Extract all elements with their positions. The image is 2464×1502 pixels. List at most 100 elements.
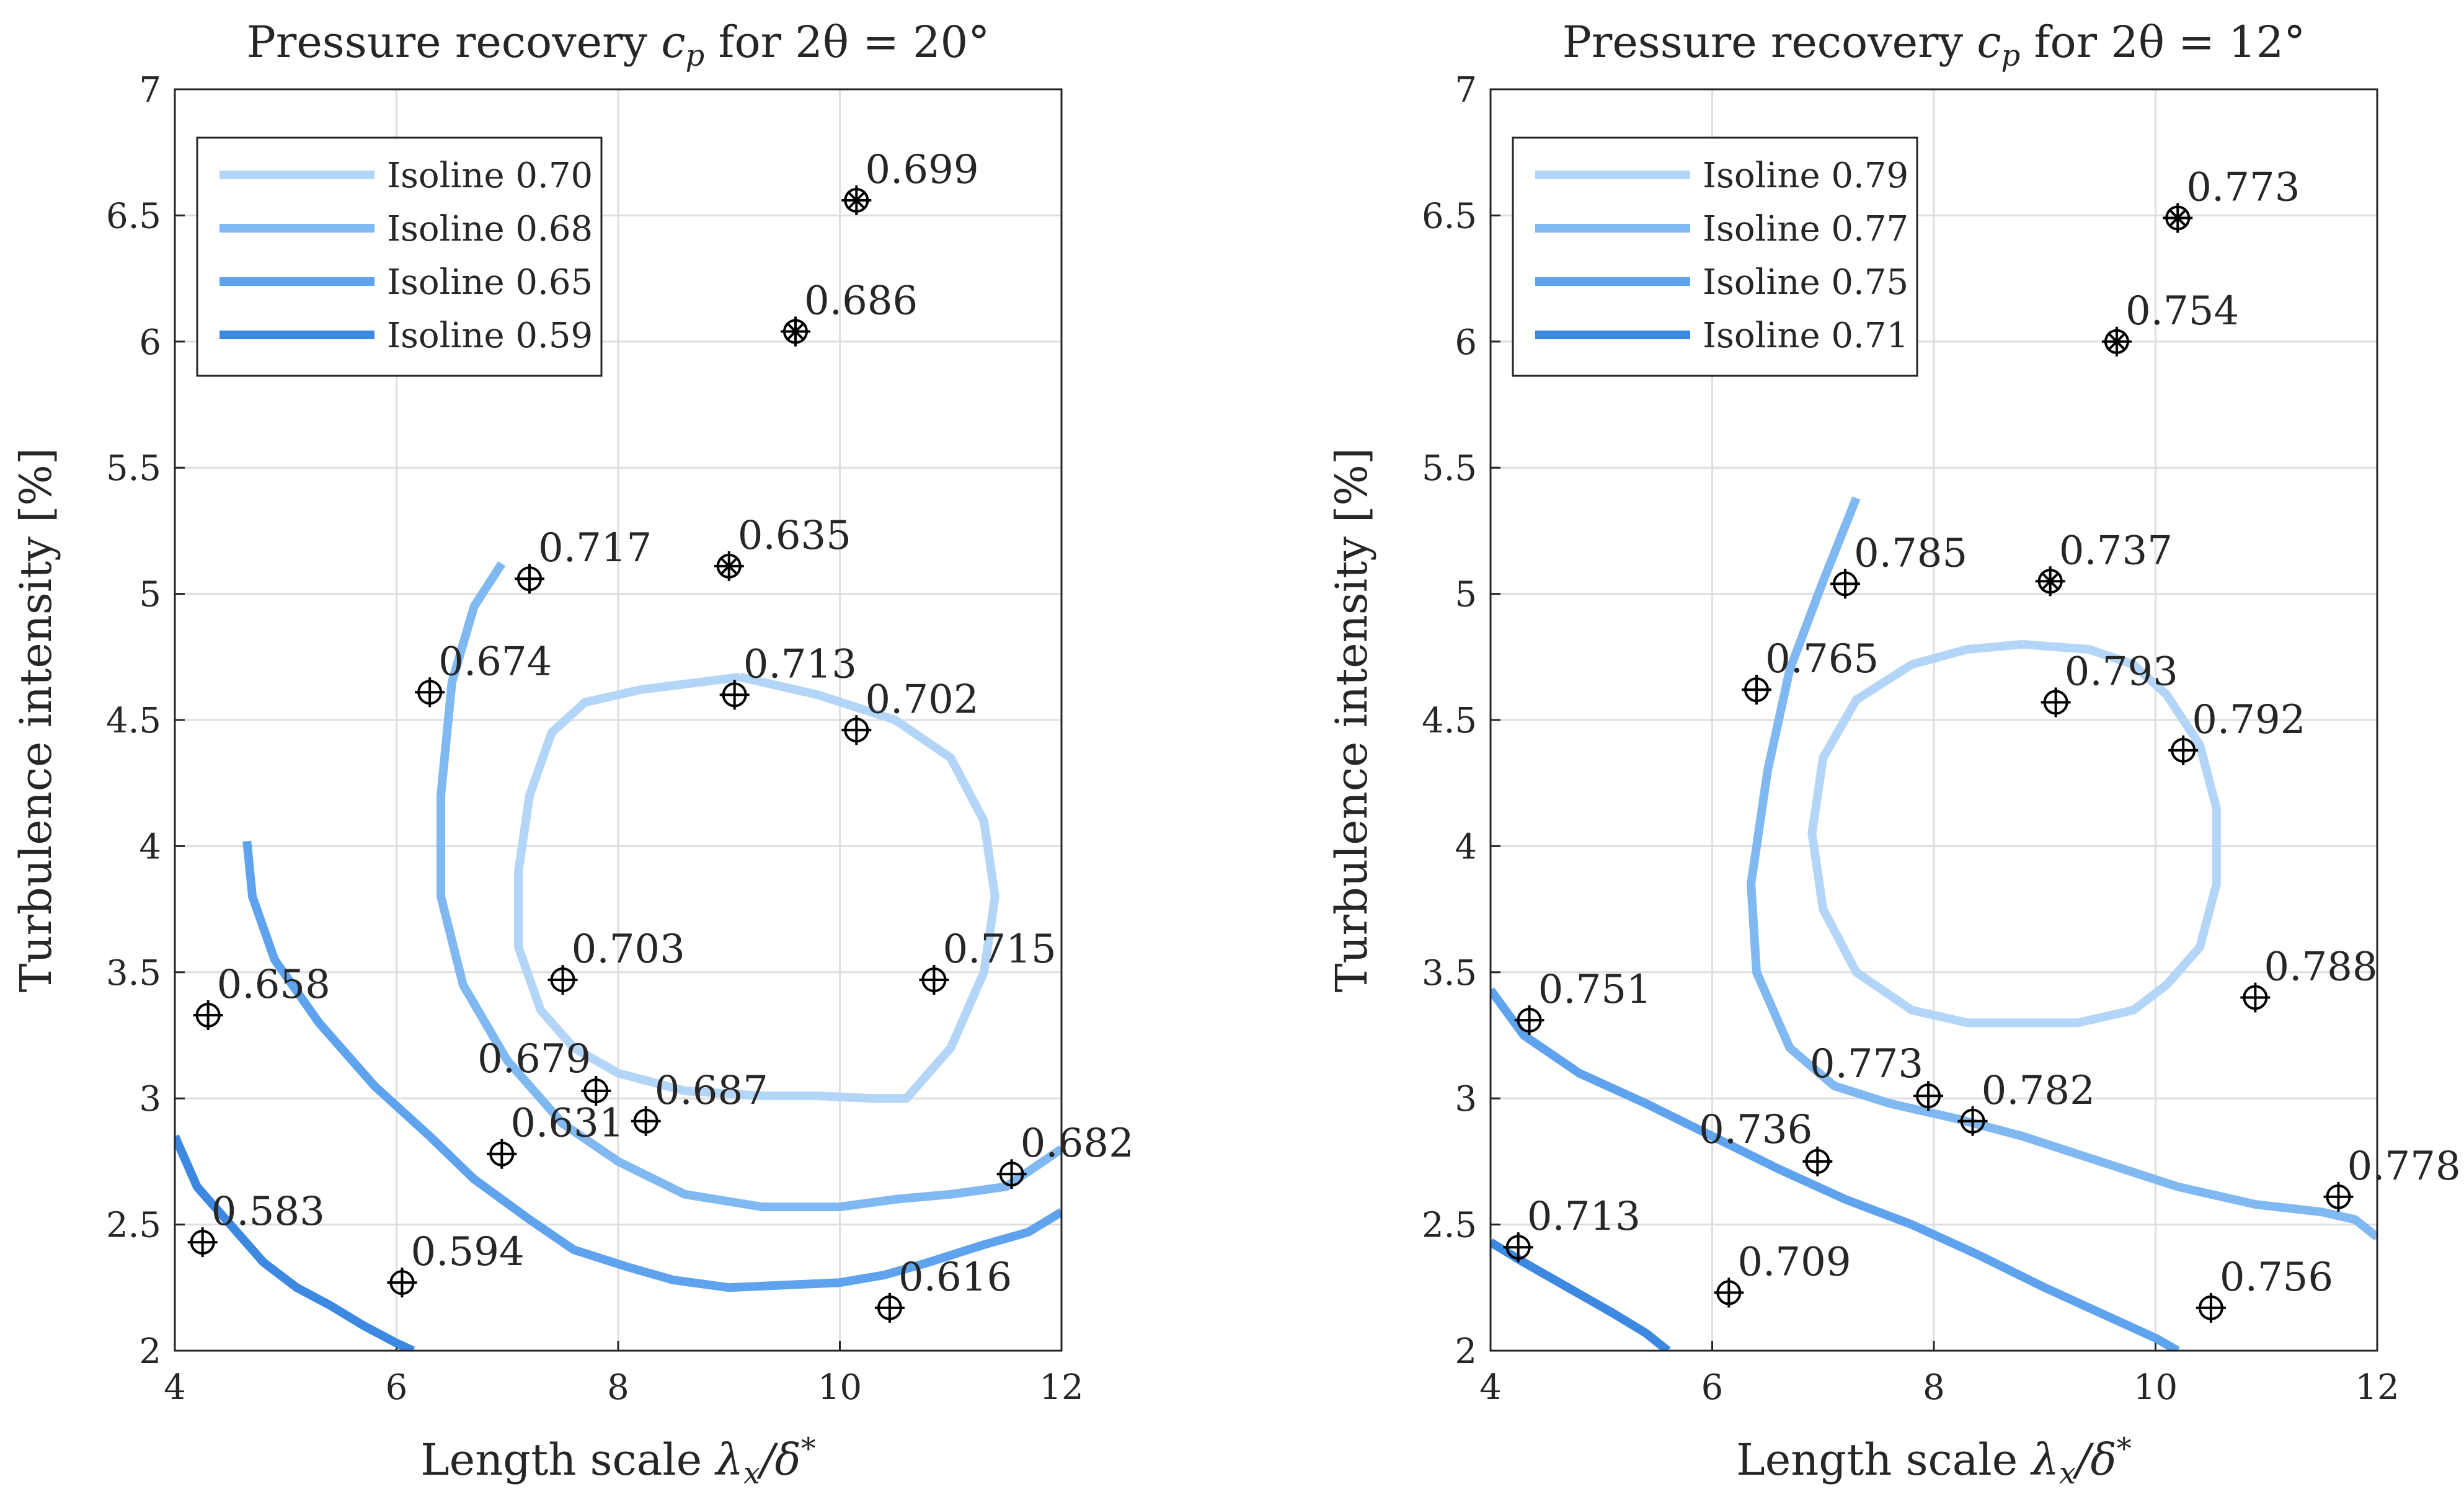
point-value-label: 0.686 xyxy=(804,278,918,324)
y-tick-label: 4.5 xyxy=(1422,701,1477,741)
y-tick-label: 3 xyxy=(139,1079,161,1119)
data-point: 0.717 xyxy=(515,525,652,594)
x-tick-label: 6 xyxy=(386,1367,408,1408)
x-axis-label: Length scale λx/δ* xyxy=(1736,1431,2131,1491)
point-marker-diag2 xyxy=(719,556,739,576)
point-value-label: 0.682 xyxy=(1021,1121,1134,1166)
data-point: 0.679 xyxy=(477,1036,611,1106)
y-tick-label: 4 xyxy=(139,827,161,867)
y-tick-label: 4.5 xyxy=(106,701,161,741)
chart-panel-1: 4 6 8 10 12 2 2.5 3 3.5 4 4.5 5 5.5 6 6.5 7 0.658 0.583 0.… xyxy=(11,17,1134,1491)
y-tick-label: 5 xyxy=(139,575,161,615)
y-tick-label: 5 xyxy=(1455,575,1477,615)
y-axis-label: Turbulence intensity [%] xyxy=(1326,448,1377,992)
point-value-label: 0.687 xyxy=(655,1068,768,1114)
point-value-label: 0.709 xyxy=(1737,1239,1851,1285)
chart-panel-2: 4 6 8 10 12 2 2.5 3 3.5 4 4.5 5 5.5 6 6.5 7 0.751 0.713 0.… xyxy=(1326,17,2461,1491)
point-value-label: 0.737 xyxy=(2059,528,2173,574)
data-point: 0.713 xyxy=(1503,1194,1641,1263)
data-point: 0.674 xyxy=(415,639,552,708)
x-tick-label: 10 xyxy=(818,1367,862,1408)
y-tick-label: 3.5 xyxy=(1422,953,1477,993)
data-point: 0.583 xyxy=(187,1189,325,1258)
point-value-label: 0.751 xyxy=(1538,967,1652,1013)
legend-label-4: Isoline 0.71 xyxy=(1703,316,1908,356)
legend-label-2: Isoline 0.68 xyxy=(387,209,593,249)
y-tick-label: 7 xyxy=(139,70,161,110)
data-point: 0.736 xyxy=(1699,1107,1833,1176)
data-point: 0.658 xyxy=(193,962,330,1030)
legend-label-1: Isoline 0.70 xyxy=(387,156,593,196)
x-tick-label: 8 xyxy=(1923,1367,1945,1408)
x-tick-label: 6 xyxy=(1701,1367,1724,1408)
y-tick-label: 6.5 xyxy=(1422,196,1477,236)
x-tick-label: 12 xyxy=(2355,1367,2399,1408)
point-value-label: 0.736 xyxy=(1699,1107,1812,1153)
point-value-label: 0.793 xyxy=(2065,649,2178,695)
data-point: 0.616 xyxy=(874,1255,1012,1323)
y-tick-label: 2 xyxy=(1455,1331,1477,1372)
x-axis-label: Length scale λx/δ* xyxy=(420,1431,815,1491)
point-marker-diag2 xyxy=(2107,332,2127,352)
point-value-label: 0.785 xyxy=(1854,530,1967,576)
data-point: 0.682 xyxy=(996,1121,1134,1189)
data-point: 0.793 xyxy=(2041,649,2178,718)
data-point: 0.715 xyxy=(919,927,1057,995)
point-marker-diag2 xyxy=(2168,208,2187,228)
point-value-label: 0.717 xyxy=(538,525,652,571)
data-point: 0.754 xyxy=(2101,288,2239,357)
data-point: 0.785 xyxy=(1830,530,1967,599)
point-value-label: 0.788 xyxy=(2264,944,2377,990)
isoline-3 xyxy=(242,840,1061,1292)
data-point: 0.713 xyxy=(719,641,857,710)
point-value-label: 0.713 xyxy=(1527,1194,1641,1240)
chart-title: Pressure recovery cp for 2θ = 12° xyxy=(1562,17,2305,73)
legend: Isoline 0.79 Isoline 0.77 Isoline 0.75 Isol… xyxy=(1512,136,1918,377)
data-point: 0.778 xyxy=(2323,1144,2461,1212)
point-value-label: 0.773 xyxy=(1810,1041,1923,1087)
data-point: 0.782 xyxy=(1957,1068,2095,1136)
data-point: 0.686 xyxy=(781,278,918,347)
data-point: 0.751 xyxy=(1514,967,1652,1036)
data-point: 0.699 xyxy=(841,147,979,215)
chart-title: Pressure recovery cp for 2θ = 20° xyxy=(247,17,990,73)
data-point: 0.594 xyxy=(387,1229,525,1298)
y-axis-label: Turbulence intensity [%] xyxy=(11,448,61,992)
x-tick-label: 4 xyxy=(164,1367,186,1408)
legend-label-2: Isoline 0.77 xyxy=(1703,209,1908,249)
data-point: 0.773 xyxy=(1810,1041,1944,1111)
data-point: 0.792 xyxy=(2168,697,2305,765)
data-point: 0.631 xyxy=(487,1101,624,1169)
y-tick-label: 6 xyxy=(1455,322,1477,363)
point-value-label: 0.782 xyxy=(1982,1068,2095,1114)
point-value-label: 0.778 xyxy=(2347,1144,2460,1189)
point-marker-diag2 xyxy=(846,190,866,210)
point-value-label: 0.792 xyxy=(2192,697,2305,743)
y-tick-label: 4 xyxy=(1455,827,1477,867)
point-value-label: 0.674 xyxy=(438,639,552,685)
point-value-label: 0.594 xyxy=(410,1229,524,1275)
legend-label-3: Isoline 0.65 xyxy=(387,262,593,303)
data-point: 0.709 xyxy=(1714,1239,1851,1308)
point-value-label: 0.713 xyxy=(743,641,857,687)
y-tick-label: 3 xyxy=(1455,1079,1477,1119)
point-value-label: 0.765 xyxy=(1765,636,1879,682)
axes-box xyxy=(1489,88,2378,1352)
legend-label-1: Isoline 0.79 xyxy=(1703,156,1908,196)
point-value-label: 0.658 xyxy=(217,962,330,1008)
data-point: 0.737 xyxy=(2035,528,2173,597)
y-tick-label: 3.5 xyxy=(106,953,161,993)
axes-box xyxy=(174,88,1063,1352)
data-point: 0.788 xyxy=(2240,944,2378,1013)
point-marker-diag2 xyxy=(786,322,805,341)
point-value-label: 0.679 xyxy=(477,1036,591,1082)
legend: Isoline 0.70 Isoline 0.68 Isoline 0.65 Isol… xyxy=(196,136,603,377)
data-point: 0.702 xyxy=(841,677,979,745)
y-tick-label: 7 xyxy=(1455,70,1477,110)
point-value-label: 0.756 xyxy=(2220,1255,2333,1300)
data-point: 0.756 xyxy=(2196,1255,2333,1323)
legend-label-4: Isoline 0.59 xyxy=(387,316,593,356)
point-value-label: 0.773 xyxy=(2186,164,2300,210)
data-point: 0.703 xyxy=(547,927,685,995)
y-tick-label: 2.5 xyxy=(106,1206,161,1246)
